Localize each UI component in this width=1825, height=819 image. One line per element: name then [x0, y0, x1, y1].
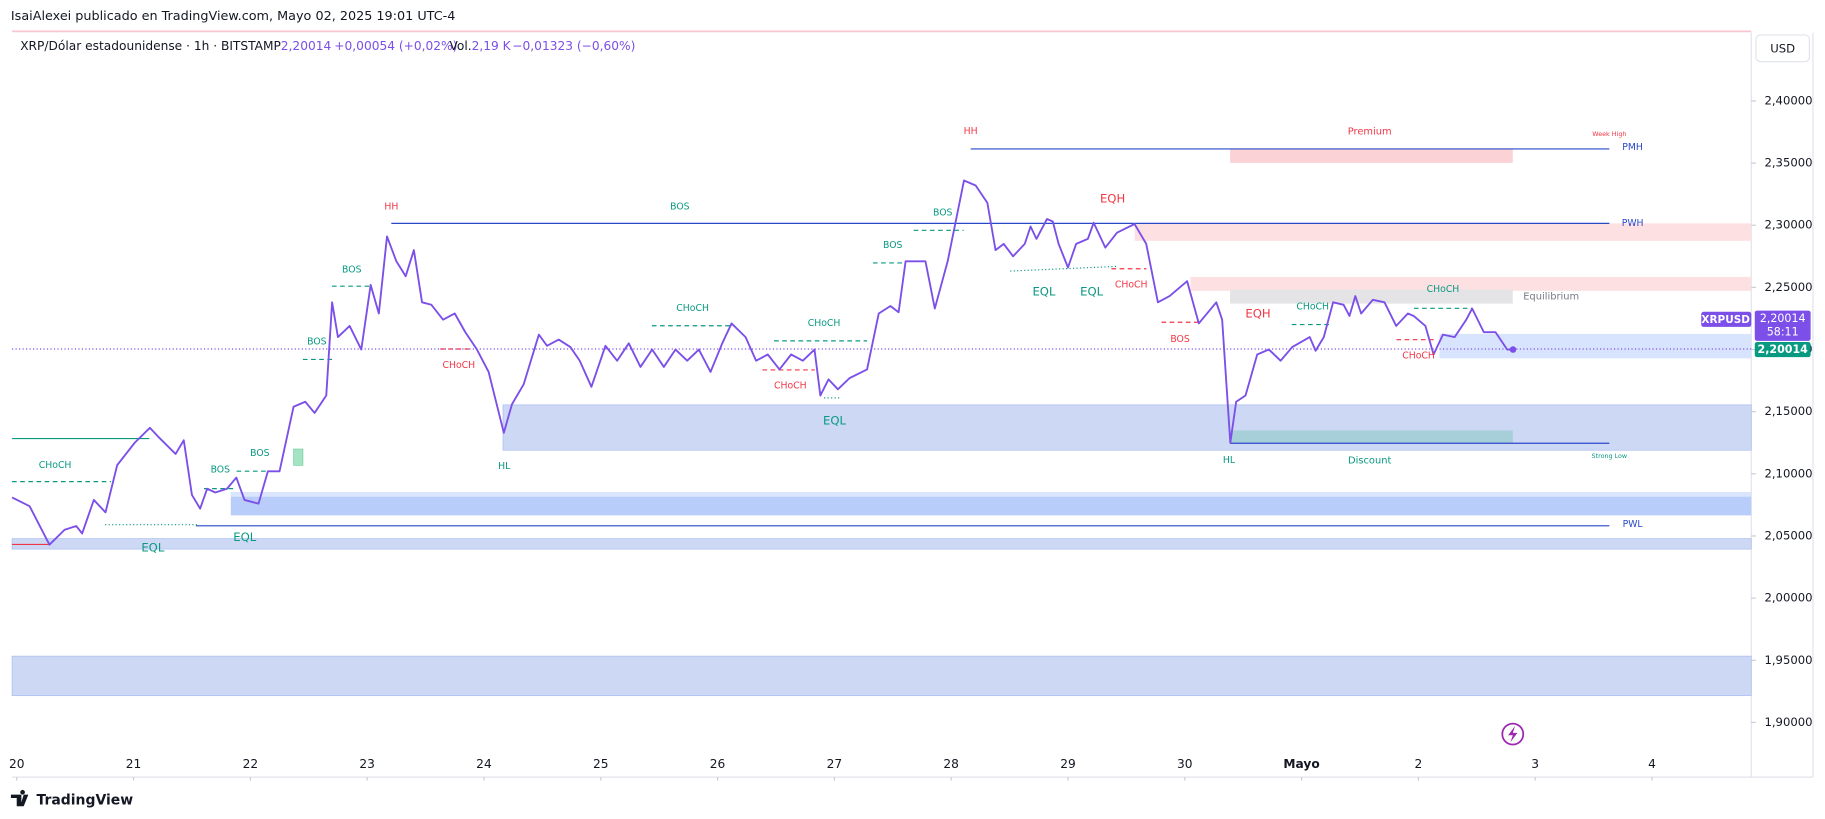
x-tick-label: 22 [243, 757, 259, 771]
last-point [1509, 346, 1517, 353]
x-tick-label: 23 [359, 757, 375, 771]
fvg [293, 448, 304, 466]
order-block [11, 655, 1752, 697]
annotation: BOS [211, 464, 231, 475]
discount-zone [1230, 430, 1513, 444]
structure-lines [12, 229, 1473, 490]
footer-brand: TradingView [36, 792, 133, 808]
annotation: HH [384, 202, 398, 213]
annotation: CHoCH [39, 460, 72, 471]
annotation: HL [1223, 455, 1236, 466]
y-tick-label: 2,05000 [1764, 528, 1812, 542]
price-tag-text: 2,20014 [1760, 312, 1806, 325]
annotation: CHoCH [1296, 302, 1329, 313]
price-line [11, 179, 1513, 546]
x-tick-label: 29 [1060, 757, 1076, 771]
annotation: BOS [342, 264, 362, 275]
annotation: CHoCH [1427, 284, 1460, 295]
annotation: HH [964, 126, 978, 137]
y-tick-label: 2,00000 [1764, 591, 1812, 605]
y-tick-label: 1,95000 [1764, 653, 1812, 667]
x-tick-label: 25 [593, 757, 609, 771]
eql-lines [105, 265, 1118, 526]
x-tick-label: 2 [1415, 757, 1423, 771]
x-tick-label: 28 [943, 757, 959, 771]
annotation: CHoCH [1115, 280, 1148, 291]
zone [230, 492, 1752, 497]
legend-vol: 2,19 K [472, 39, 512, 53]
y-tick-label: 2,25000 [1764, 280, 1812, 294]
x-tick-label: 26 [710, 757, 726, 771]
zone [1439, 333, 1752, 359]
annotation: BOS [670, 202, 690, 213]
legend-last: 2,20014 [281, 39, 332, 53]
symbol-tag [1701, 311, 1752, 327]
annotation: CHoCH [442, 360, 475, 371]
currency[interactable]: USD [1770, 41, 1795, 55]
symbol-tag-text: XRPUSD [1701, 314, 1750, 326]
annotation: CHoCH [774, 381, 807, 392]
annotation: CHoCH [1402, 350, 1435, 361]
zone [1190, 276, 1752, 291]
annotation: Strong Low [1592, 452, 1628, 460]
annotation: BOS [933, 207, 953, 218]
zone [1134, 223, 1752, 241]
annotation: CHoCH [808, 318, 841, 329]
annotation: Premium [1348, 126, 1392, 137]
legend-change: +0,00054 (+0,02%) [334, 39, 457, 53]
x-tick-label: 21 [126, 757, 142, 771]
annotation: CHoCH [676, 303, 709, 314]
annotation: EQH [1100, 191, 1125, 205]
currency-button[interactable] [1755, 34, 1811, 63]
y-tick-label: 2,35000 [1764, 156, 1812, 170]
y-tick-label: 2,15000 [1764, 404, 1812, 418]
x-tick-label: 30 [1177, 757, 1193, 771]
y-tick-label: 2,30000 [1764, 218, 1812, 232]
legend-vol-change: −0,01323 (−0,60%) [512, 39, 635, 53]
legend-symbol: XRP/Dólar estadounidense · 1h · BITSTAMP [20, 39, 281, 53]
equilibrium-zone [1230, 289, 1513, 304]
x-tick-label: Mayo [1283, 757, 1319, 771]
x-tick-label: 20 [9, 757, 25, 771]
y-tick-label: 1,90000 [1764, 715, 1812, 729]
annotation: BOS [307, 337, 327, 348]
annotation: EQL [141, 540, 164, 554]
x-tick-label: 27 [827, 757, 843, 771]
x-tick-label: 24 [476, 757, 492, 771]
annotation: BOS [1170, 334, 1190, 345]
annotation: EQL [233, 530, 256, 544]
alert-icon-bolt[interactable] [1508, 725, 1518, 743]
close-tag-text: 2,20014 [1758, 343, 1809, 356]
y-tick-label: 2,40000 [1764, 93, 1812, 107]
annotation: BOS [250, 448, 270, 459]
order-block [11, 538, 1752, 550]
annotation: Discount [1348, 456, 1391, 467]
price-tag [1754, 310, 1811, 341]
annotation: EQL [1080, 285, 1103, 299]
annotation: Equilibrium [1523, 292, 1579, 303]
premium-zone [1230, 148, 1513, 163]
annotation: BOS [883, 240, 903, 251]
countdown: 58:11 [1767, 326, 1799, 339]
annotation: EQL [823, 414, 846, 428]
legend-vol-label: Vol. [449, 39, 471, 53]
annotation: EQL [1032, 285, 1055, 299]
annotation: PWL [1623, 519, 1644, 530]
annotation: Week High [1592, 130, 1626, 138]
annotation: PWH [1622, 218, 1644, 229]
annotation: EQH [1245, 307, 1270, 321]
annotation: PMH [1622, 142, 1643, 153]
x-tick-label: 4 [1648, 757, 1656, 771]
order-block [230, 492, 1752, 516]
annotation: HL [498, 461, 511, 472]
publisher: IsaiAlexei publicado en TradingView.com,… [11, 9, 456, 24]
x-tick-label: 3 [1531, 757, 1539, 771]
y-tick-label: 2,10000 [1764, 466, 1812, 480]
tv-logo [10, 789, 29, 807]
close-tag [1754, 342, 1811, 358]
